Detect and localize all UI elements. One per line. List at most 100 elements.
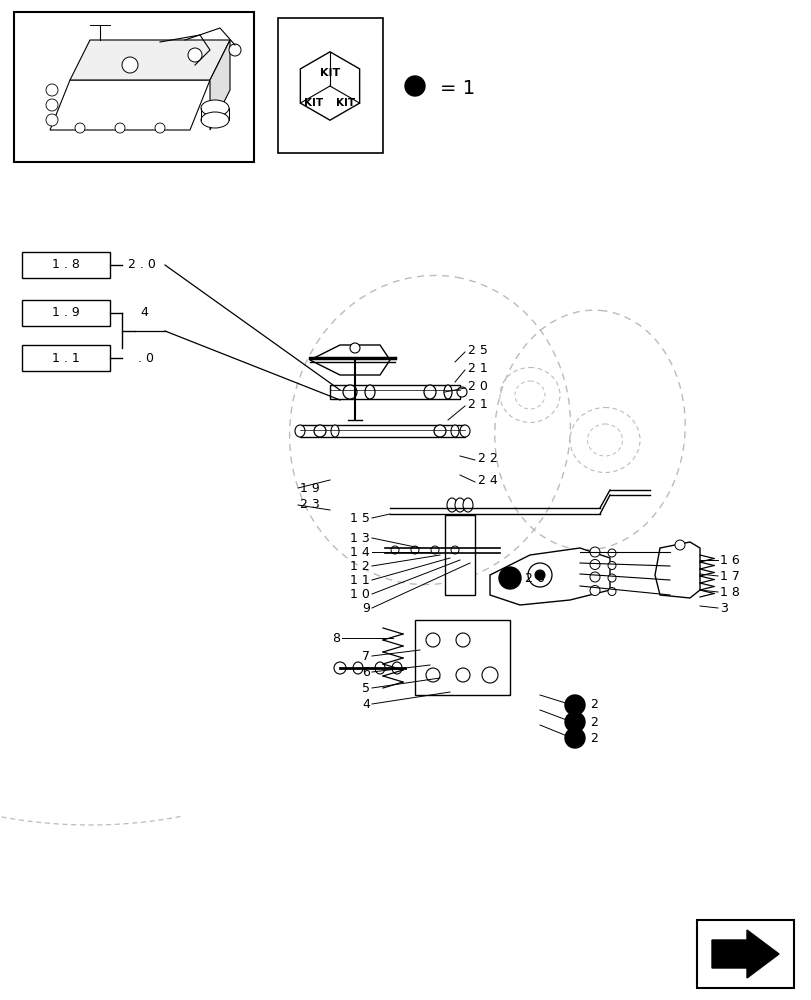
Polygon shape: [711, 930, 778, 978]
Bar: [696, 920, 793, 988]
Circle shape: [607, 574, 616, 582]
Ellipse shape: [294, 425, 305, 437]
Text: 9: 9: [362, 601, 370, 614]
Text: 2 . 0: 2 . 0: [128, 258, 156, 271]
Text: 1 . 9: 1 . 9: [52, 306, 79, 320]
Circle shape: [46, 114, 58, 126]
Ellipse shape: [433, 425, 445, 437]
Circle shape: [564, 695, 584, 715]
Circle shape: [456, 633, 470, 647]
Text: 2 1: 2 1: [467, 361, 487, 374]
Text: 4: 4: [362, 698, 370, 710]
Text: . 0: . 0: [138, 352, 154, 364]
Text: 3: 3: [719, 601, 727, 614]
Bar: [329, 385, 460, 399]
Text: 4: 4: [139, 306, 148, 320]
Text: 1 5: 1 5: [350, 512, 370, 524]
Ellipse shape: [342, 385, 357, 399]
Text: 2 5: 2 5: [467, 344, 487, 357]
Circle shape: [229, 44, 241, 56]
Circle shape: [527, 563, 551, 587]
Ellipse shape: [405, 76, 424, 96]
Polygon shape: [210, 40, 230, 130]
Circle shape: [457, 387, 466, 397]
Bar: [14, 12, 254, 162]
Circle shape: [426, 668, 440, 682]
Ellipse shape: [314, 425, 325, 437]
Circle shape: [534, 570, 544, 580]
Circle shape: [564, 712, 584, 732]
Circle shape: [564, 728, 584, 748]
Ellipse shape: [454, 498, 465, 512]
Circle shape: [188, 48, 202, 62]
Ellipse shape: [201, 112, 229, 128]
Text: 2 2: 2 2: [478, 452, 497, 464]
Polygon shape: [489, 548, 609, 605]
Polygon shape: [300, 52, 359, 120]
Ellipse shape: [331, 425, 338, 437]
Ellipse shape: [444, 385, 452, 399]
Text: 2 1: 2 1: [467, 397, 487, 410]
Bar: [299, 425, 465, 437]
Circle shape: [75, 123, 85, 133]
Circle shape: [391, 546, 398, 554]
Text: 1 2: 1 2: [350, 560, 370, 572]
Bar: [414, 620, 509, 695]
Circle shape: [590, 547, 599, 557]
Circle shape: [590, 572, 599, 582]
Text: 1 . 1: 1 . 1: [52, 352, 79, 364]
Text: KIT: KIT: [304, 98, 324, 108]
Text: KIT: KIT: [320, 68, 340, 78]
Bar: [277, 18, 383, 153]
Text: 1 1: 1 1: [350, 574, 370, 586]
Bar: [22, 345, 109, 371]
Text: 1 . 8: 1 . 8: [52, 258, 79, 271]
Circle shape: [431, 546, 439, 554]
Circle shape: [590, 560, 599, 570]
Text: 5: 5: [362, 682, 370, 694]
Text: 1 3: 1 3: [350, 532, 370, 544]
Ellipse shape: [423, 385, 436, 399]
Circle shape: [410, 546, 418, 554]
Circle shape: [590, 585, 599, 595]
Text: 1 9: 1 9: [299, 482, 320, 494]
Circle shape: [46, 84, 58, 96]
Circle shape: [350, 343, 359, 353]
Bar: [444, 515, 474, 595]
Circle shape: [426, 633, 440, 647]
Ellipse shape: [375, 662, 384, 674]
Text: 1 7: 1 7: [719, 570, 739, 582]
Text: 2 4: 2 4: [478, 474, 497, 487]
Circle shape: [674, 540, 684, 550]
Circle shape: [122, 57, 138, 73]
Polygon shape: [50, 80, 210, 130]
Ellipse shape: [333, 662, 345, 674]
Text: = 1: = 1: [440, 79, 474, 98]
Circle shape: [450, 546, 458, 554]
Circle shape: [607, 549, 616, 557]
Circle shape: [607, 562, 616, 570]
Bar: [22, 252, 109, 278]
Ellipse shape: [446, 498, 457, 512]
Ellipse shape: [353, 662, 363, 674]
Circle shape: [482, 667, 497, 683]
Ellipse shape: [462, 498, 473, 512]
Text: 8: 8: [332, 632, 340, 645]
Polygon shape: [70, 40, 230, 80]
Polygon shape: [654, 542, 699, 598]
Circle shape: [456, 668, 470, 682]
Text: 2 6: 2 6: [525, 572, 544, 584]
Ellipse shape: [460, 425, 470, 437]
Ellipse shape: [365, 385, 375, 399]
Text: 2 3: 2 3: [299, 498, 320, 512]
Circle shape: [115, 123, 125, 133]
Text: 1 4: 1 4: [350, 546, 370, 558]
Text: 2: 2: [590, 732, 597, 744]
Text: 7: 7: [362, 650, 370, 662]
Circle shape: [155, 123, 165, 133]
Text: 1 8: 1 8: [719, 585, 739, 598]
Circle shape: [607, 587, 616, 595]
Polygon shape: [310, 345, 389, 375]
Text: 6: 6: [362, 666, 370, 678]
Text: 2: 2: [590, 716, 597, 728]
